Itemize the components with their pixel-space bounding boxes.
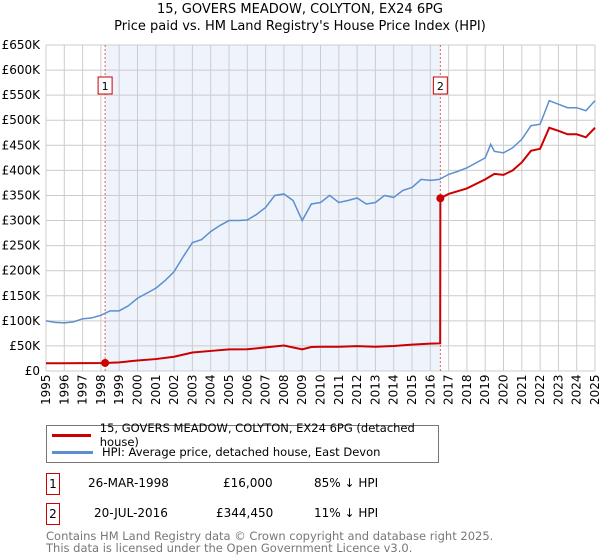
legend-swatch-red (52, 433, 91, 437)
legend-swatch-blue (52, 450, 93, 454)
x-tick-label: 2023 (551, 374, 565, 405)
x-tick-label: 2015 (405, 374, 419, 405)
marker-label: 1 (102, 80, 109, 93)
footer: Contains HM Land Registry data © Crown c… (46, 530, 493, 554)
x-tick-label: 2007 (259, 374, 273, 405)
transaction-price: £16,000 (223, 476, 273, 490)
y-tick-label: £650K (2, 38, 42, 52)
x-tick-label: 1997 (76, 374, 90, 405)
transaction-price: £344,450 (216, 506, 274, 520)
legend: 15, GOVERS MEADOW, COLYTON, EX24 6PG (de… (46, 421, 439, 463)
x-tick-label: 2002 (167, 374, 181, 405)
y-tick-label: £600K (2, 63, 42, 77)
transaction-hpi: 85% ↓ HPI (314, 476, 379, 490)
x-tick-label: 2009 (295, 374, 309, 405)
x-tick-label: 2024 (570, 374, 584, 405)
x-tick-label: 1996 (57, 374, 71, 405)
chart-title: 15, GOVERS MEADOW, COLYTON, EX24 6PG (157, 2, 443, 17)
marker-box (432, 76, 448, 95)
y-tick-label: £400K (2, 163, 42, 177)
x-tick-label: 1998 (94, 374, 108, 405)
legend-item-hpi: HPI: Average price, detached house, East… (52, 444, 380, 460)
footer-copyright: Contains HM Land Registry data © Crown c… (46, 529, 494, 543)
marker-badge: 2 (46, 503, 60, 525)
y-tick-label: £550K (2, 88, 42, 102)
x-tick-label: 2025 (588, 374, 600, 405)
shaded-period (105, 45, 441, 371)
y-tick-label: £150K (2, 289, 42, 303)
marker-label: 2 (437, 80, 444, 93)
x-tick-label: 2000 (131, 374, 145, 405)
x-tick-label: 2016 (423, 374, 437, 405)
transaction-date: 20-JUL-2016 (94, 506, 168, 520)
x-tick-label: 1995 (39, 374, 53, 405)
y-tick-label: £500K (2, 113, 42, 127)
x-tick-label: 2017 (442, 374, 456, 405)
y-tick-label: £250K (2, 239, 42, 253)
x-tick-label: 2004 (204, 374, 218, 405)
hpi-line (45, 99, 596, 324)
y-tick-label: £0 (25, 364, 40, 378)
x-tick-label: 2010 (314, 374, 328, 405)
y-tick-label: £200K (2, 264, 42, 278)
x-tick-label: 2011 (332, 374, 346, 405)
y-tick-label: £350K (2, 188, 42, 202)
x-tick-label: 2006 (240, 374, 254, 405)
x-tick-label: 1999 (112, 374, 126, 405)
x-tick-label: 2003 (185, 374, 199, 405)
x-tick-label: 2001 (149, 374, 163, 405)
sale-point (436, 194, 445, 203)
x-tick-label: 2012 (350, 374, 364, 405)
x-tick-label: 2019 (478, 374, 492, 405)
transaction-hpi: 11% ↓ HPI (314, 506, 379, 520)
x-tick-label: 2022 (533, 374, 547, 405)
x-tick-label: 2013 (368, 374, 382, 405)
x-tick-label: 2008 (277, 374, 291, 405)
legend-item-property: 15, GOVERS MEADOW, COLYTON, EX24 6PG (de… (52, 421, 438, 449)
y-tick-label: £50K (9, 339, 41, 353)
x-tick-label: 2014 (387, 374, 401, 405)
x-tick-label: 2021 (515, 374, 529, 405)
x-tick-label: 2020 (497, 374, 511, 405)
y-tick-label: £100K (2, 314, 42, 328)
footer-licence: This data is licensed under the Open Gov… (46, 541, 413, 555)
x-tick-label: 2018 (460, 374, 474, 405)
transaction-date: 26-MAR-1998 (88, 476, 169, 490)
marker-badge: 1 (46, 473, 60, 495)
legend-label: 15, GOVERS MEADOW, COLYTON, EX24 6PG (de… (99, 421, 415, 449)
chart-subtitle: Price paid vs. HM Land Registry's House … (114, 19, 486, 34)
transaction-row: 2 20-JUL-2016 £344,450 11% ↓ HPI (46, 503, 446, 525)
x-tick-label: 2005 (222, 374, 236, 405)
sale-point (101, 358, 110, 367)
y-tick-label: £450K (2, 138, 42, 152)
transaction-row: 1 26-MAR-1998 £16,000 85% ↓ HPI (46, 473, 446, 495)
marker-box (97, 76, 113, 95)
legend-label: HPI: Average price, detached house, East… (102, 445, 381, 459)
property-price-line (46, 126, 596, 365)
price-chart: 1995 1996 1997 1998 1999 2000 2001 2002 2003 2004… (2, 38, 600, 405)
y-tick-label: £300K (2, 214, 42, 228)
